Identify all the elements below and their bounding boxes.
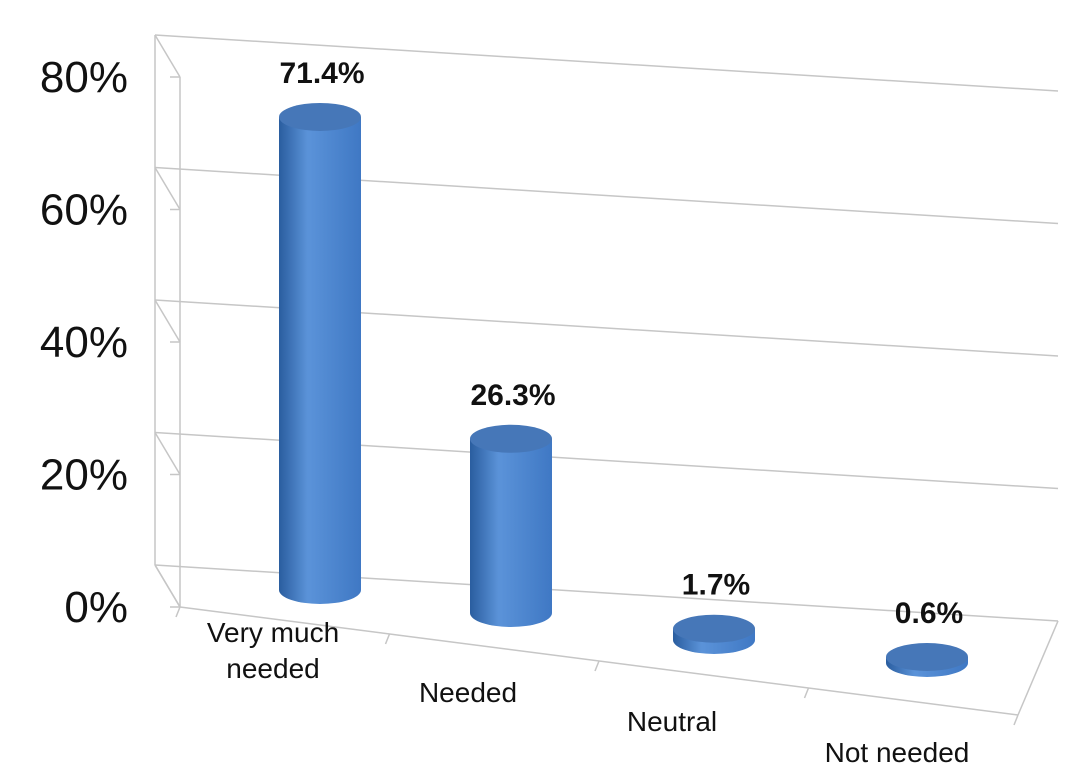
x-tick-mark — [175, 606, 181, 618]
gridline-side — [154, 564, 181, 608]
y-tick-label: 40% — [40, 318, 128, 367]
x-category-label: Very much needed — [207, 617, 339, 684]
x-tick-mark — [594, 660, 600, 672]
label-layer: 71.4% 26.3% 1.7% 0.6% Very much needed Needed N… — [207, 57, 970, 767]
bar-body — [279, 116, 361, 604]
bar — [673, 614, 755, 654]
x-tick-mark — [803, 687, 810, 699]
bar-layer — [279, 102, 968, 677]
x-tick-mark — [1013, 714, 1019, 726]
x-tick-mark — [384, 633, 391, 645]
x-category-label: Not needed — [825, 737, 970, 767]
bar-top — [470, 424, 552, 453]
y-tick-label: 60% — [40, 186, 128, 235]
data-label: 0.6% — [895, 597, 963, 630]
gridline — [154, 34, 1059, 92]
gridline-side — [154, 432, 181, 475]
floor-right-edge — [1017, 620, 1059, 716]
gridline-side — [154, 34, 181, 78]
gridline-side — [154, 167, 181, 210]
bar-top — [279, 102, 361, 131]
y-tick-label: 20% — [40, 451, 128, 500]
data-label: 26.3% — [470, 379, 555, 412]
gridline-side — [154, 299, 181, 343]
bar — [279, 102, 361, 604]
data-label: 71.4% — [279, 57, 364, 90]
bar-top — [673, 614, 755, 643]
x-category-label: Needed — [419, 677, 517, 708]
bar — [470, 424, 552, 627]
axis-layer: 0% 20% 40% 60% 80% — [40, 53, 1059, 726]
y-tick-label: 80% — [40, 53, 128, 102]
data-label: 1.7% — [682, 569, 750, 602]
bar-top — [886, 643, 968, 671]
bar-body — [470, 438, 552, 627]
x-category-label: Neutral — [627, 706, 717, 737]
bar — [886, 643, 968, 677]
y-tick-label: 0% — [64, 583, 128, 632]
